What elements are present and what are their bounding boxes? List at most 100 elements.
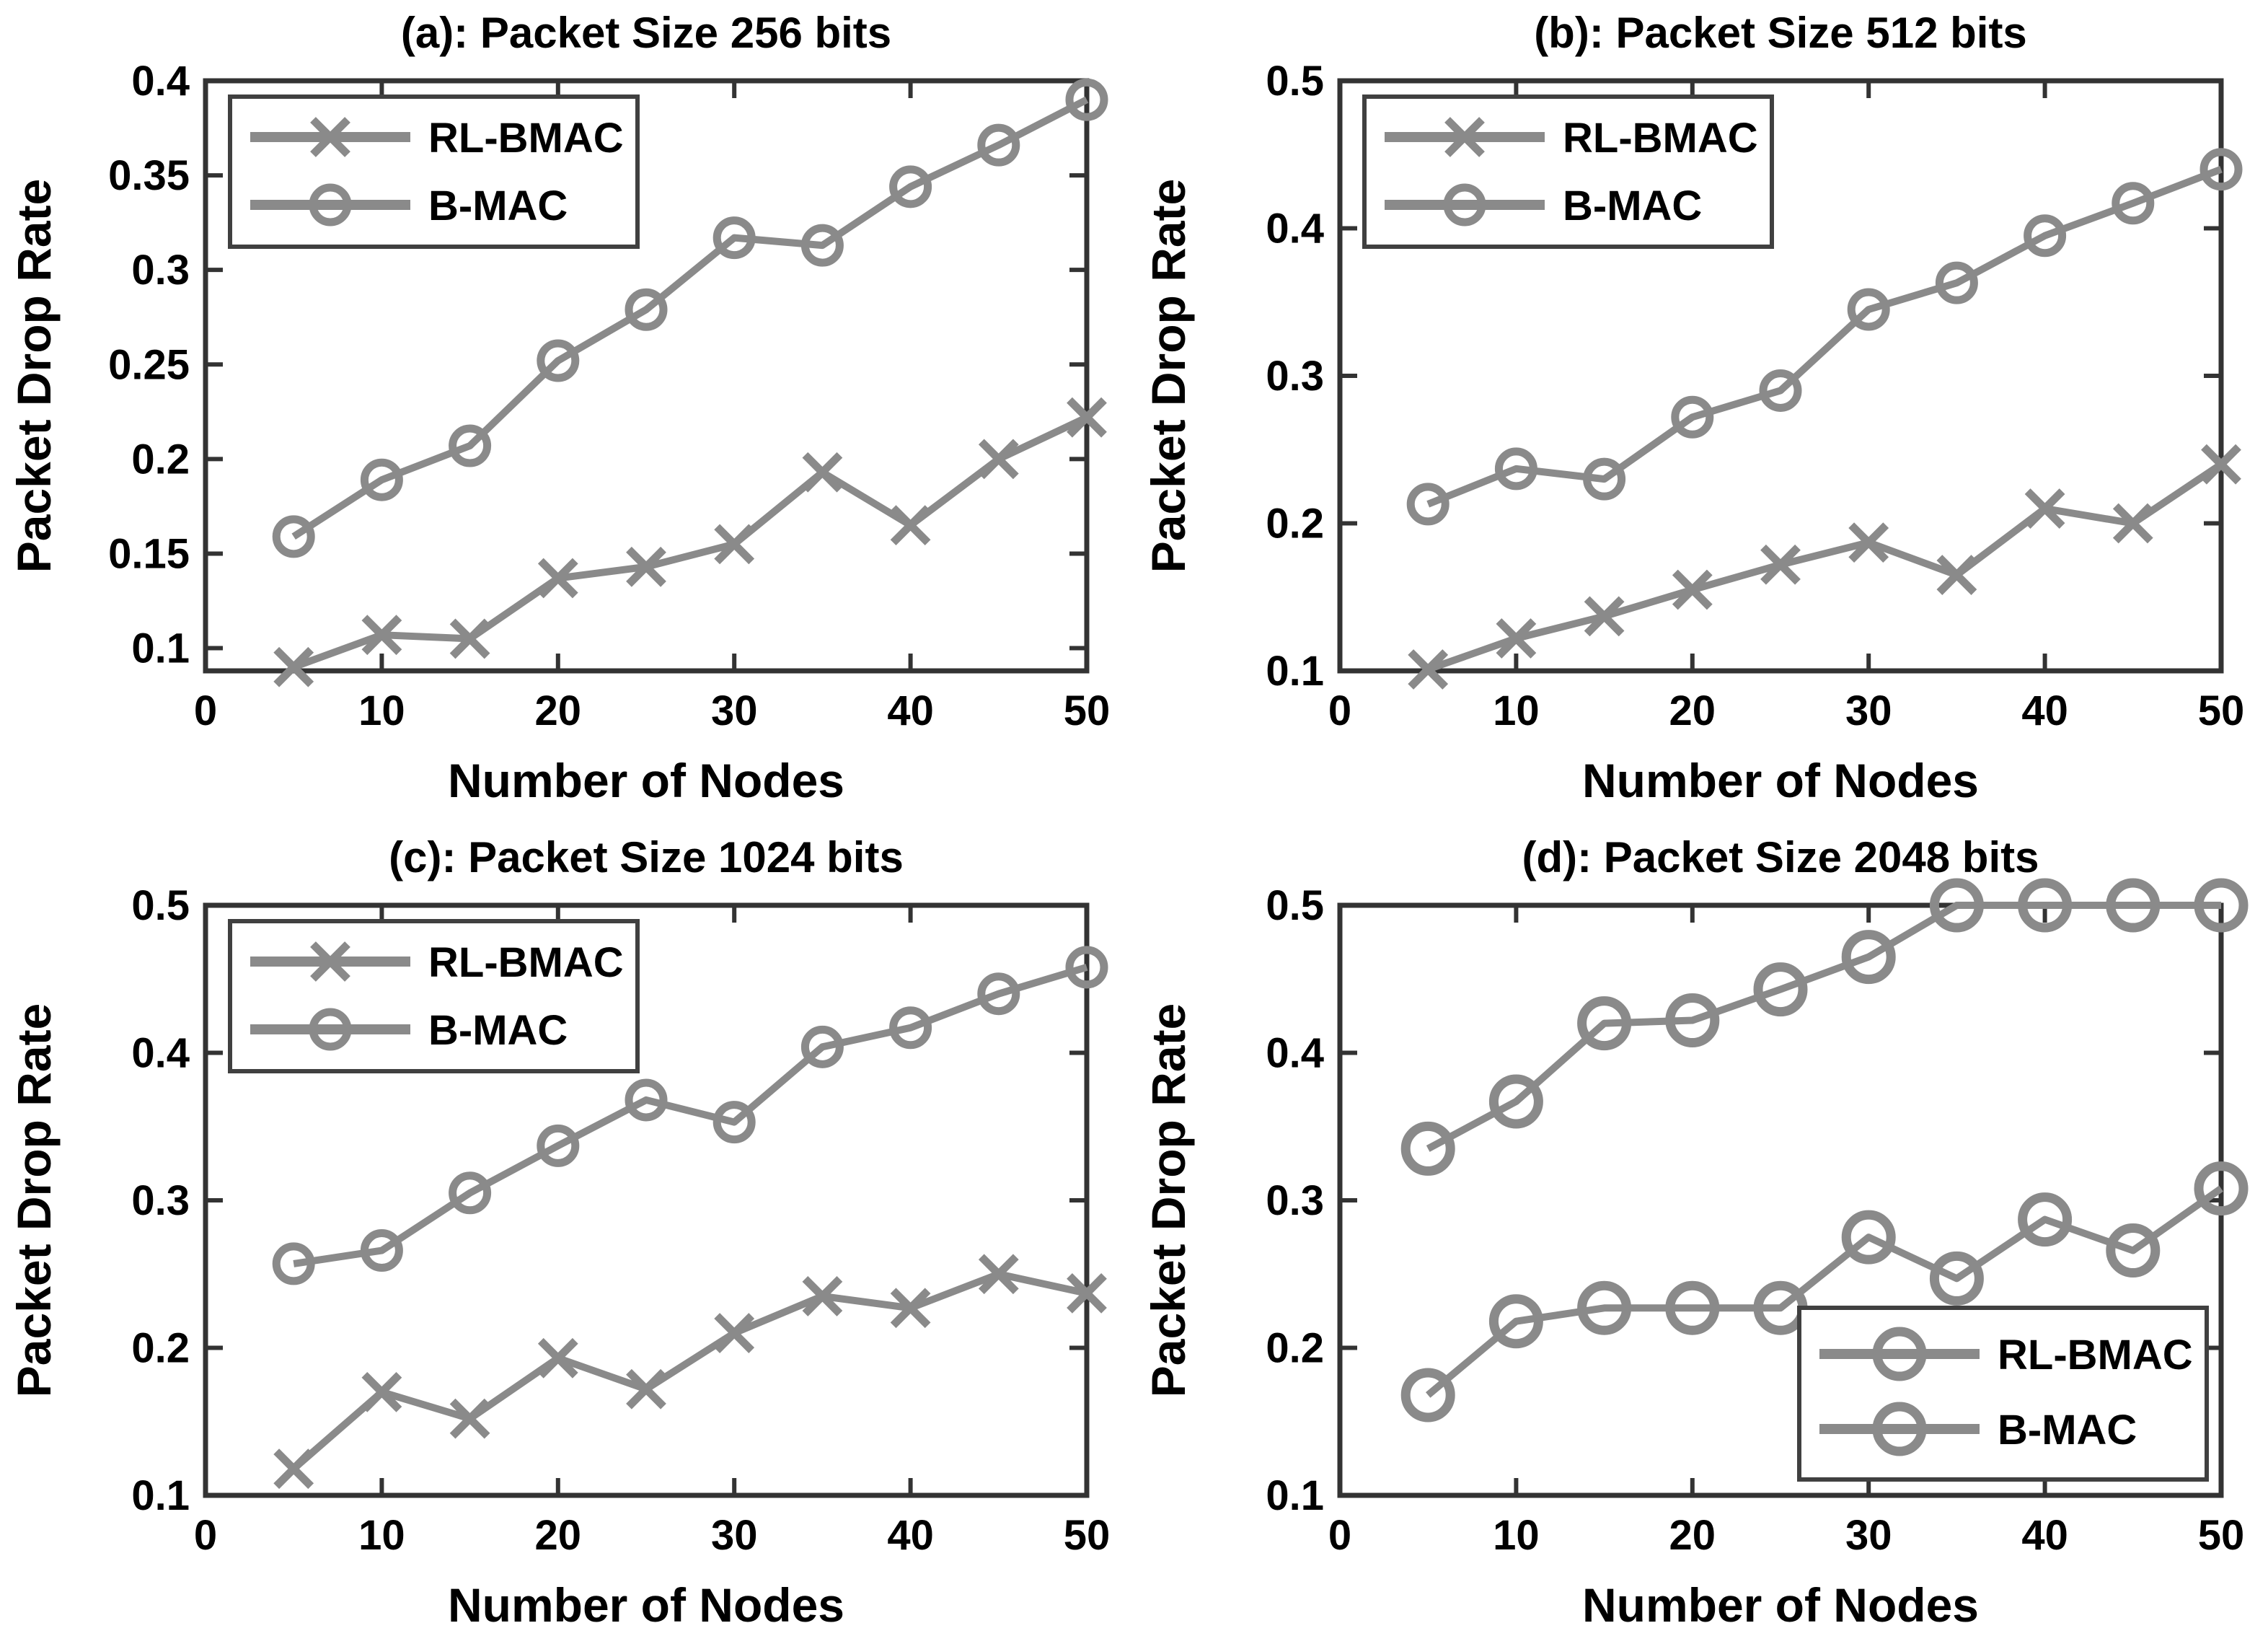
y-tick-label: 0.2 [1266, 1325, 1324, 1372]
y-tick-label: 0.4 [131, 58, 190, 105]
subplot-d-legend-marker-rl-bmac [1872, 1327, 1927, 1381]
subplot-a-series-rl-bmac-marker [714, 524, 755, 565]
subplot-c-series-rl-bmac-marker [626, 1368, 666, 1410]
subplot-d-series-b-mac-marker [1400, 1121, 1455, 1176]
subplot-c-y-tick-labels: 0.1 0.2 0.3 0.4 0.5 [131, 882, 190, 1519]
y-tick-label: 0.3 [131, 1177, 190, 1224]
subplot-d-y-axis-label: Packet Drop Rate [1142, 1003, 1195, 1398]
y-tick-label: 0.3 [1266, 1177, 1324, 1224]
subplot-a-series-rl-bmac-marker [1067, 397, 1107, 438]
subplot-d-series-b-mac-marker [2106, 878, 2161, 933]
subplot-c-legend-label-rl-bmac: RL-BMAC [428, 939, 624, 986]
subplot-b-axes-box [1337, 78, 2224, 674]
subplot-c-legend-marker-rl-bmac [310, 941, 350, 982]
subplot-a-series-b-mac-marker [889, 165, 932, 208]
subplot-a-series-rl-bmac-marker [449, 618, 490, 659]
y-tick-label: 0.3 [1266, 353, 1324, 400]
subplot-d-series-b-mac-marker [2018, 878, 2073, 933]
subplot-d-legend-label-b-mac: B-MAC [1998, 1407, 2137, 1454]
x-tick-label: 30 [1845, 1512, 1892, 1559]
subplot-b-series-rl-bmac-marker [1496, 618, 1537, 659]
subplot-c-series-rl-bmac-marker [449, 1398, 490, 1439]
subplot-a-legend-marker-rl-bmac [310, 117, 350, 157]
subplot-d-series-rl-bmac-marker [1577, 1280, 1632, 1335]
subplot-d-title: (d): Packet Size 2048 bits [1522, 833, 2039, 881]
subplot-c-series-b-mac-marker [800, 1025, 844, 1068]
y-tick-label: 0.15 [108, 530, 190, 577]
subplot-a-y-tick-labels: 0.1 0.15 0.2 0.25 0.3 0.35 0.4 [108, 58, 190, 672]
subplot-c-series-b-mac-marker [272, 1242, 315, 1285]
subplot-b-series-rl-bmac-marker [1408, 649, 1449, 690]
subplot-c-series-rl-bmac-marker [890, 1288, 931, 1329]
subplot-d-y-tick-labels: 0.1 0.2 0.3 0.4 0.5 [1266, 882, 1324, 1519]
subplot-c-axes-box [203, 902, 1090, 1498]
x-tick-label: 50 [1064, 1512, 1111, 1559]
x-tick-label: 50 [2198, 1512, 2245, 1559]
subplot-c-series-rl-bmac-line [291, 1270, 1088, 1472]
y-tick-label: 0.25 [108, 341, 190, 388]
subplot-b-legend: RL-BMAC B-MAC [1362, 94, 1774, 249]
subplot-b-series-b-mac-marker [1583, 457, 1626, 501]
subplot-b-legend-label-b-mac: B-MAC [1563, 183, 1702, 229]
subplot-c-series-b-mac-marker [1065, 946, 1108, 989]
subplot-c-series-b-mac-marker [712, 1101, 756, 1144]
subplot-c-x-axis-label: Number of Nodes [448, 1578, 844, 1632]
subplot-a-y-axis-label: Packet Drop Rate [7, 179, 61, 573]
y-tick-label: 0.5 [1266, 58, 1324, 105]
subplot-a-legend-box [228, 94, 640, 249]
y-tick-label: 0.35 [108, 152, 190, 199]
x-tick-label: 40 [2021, 1512, 2068, 1559]
x-tick-label: 10 [1493, 1512, 1540, 1559]
subplot-c-legend: RL-BMAC B-MAC [228, 919, 640, 1073]
x-tick-label: 40 [887, 687, 934, 734]
subplot-d-series-rl-bmac-marker [1488, 1294, 1543, 1349]
y-tick-label: 0.2 [131, 1325, 190, 1372]
subplot-d-series-b-mac-marker [1665, 993, 1720, 1048]
subplot-b-series-b-mac-marker [1494, 447, 1537, 491]
subplot-a-axes-box [203, 78, 1090, 674]
subplot-c-series-rl-bmac-marker [714, 1313, 755, 1353]
y-tick-label: 0.1 [1266, 1472, 1324, 1519]
subplot-d-series-b-mac-marker [1841, 930, 1896, 985]
x-tick-label: 0 [194, 1512, 217, 1559]
y-tick-label: 0.2 [131, 436, 190, 483]
subplot-d-x-axis-label: Number of Nodes [1582, 1578, 1979, 1632]
y-tick-label: 0.1 [1266, 648, 1324, 695]
subplot-b-series-rl-bmac-marker [1584, 596, 1625, 637]
subplot-d-series-b-mac-marker [2194, 878, 2249, 933]
subplot-c-y-axis-label: Packet Drop Rate [7, 1003, 61, 1398]
subplot-d-series-rl-bmac-marker [1841, 1210, 1896, 1265]
subplot-c-legend-marker-b-mac [309, 1008, 352, 1051]
subplot-d: 0 10 20 30 40 50 0.1 0.2 0.3 0.4 0.5 (d): Packet Si… [1134, 824, 2268, 1649]
x-tick-label: 20 [535, 1512, 582, 1559]
subplot-a-series-rl-bmac-marker [890, 505, 931, 546]
subplot-a-series-b-mac-marker [712, 216, 756, 260]
subplot-c-series-rl-bmac-marker [1067, 1272, 1107, 1314]
y-tick-label: 0.4 [1266, 1030, 1324, 1077]
x-tick-label: 20 [1669, 687, 1716, 734]
subplot-a-legend-label-rl-bmac: RL-BMAC [428, 115, 624, 162]
subplot-b-y-axis-label: Packet Drop Rate [1142, 179, 1195, 573]
y-tick-label: 0.5 [131, 882, 190, 929]
subplot-c-x-tick-labels: 0 10 20 30 40 50 [194, 1512, 1110, 1559]
subplot-c-series-b-mac-marker [625, 1078, 668, 1122]
subplot-d-background [1134, 824, 2268, 1649]
subplot-d-series-b-mac-marker [1488, 1074, 1543, 1129]
subplot-d-series-b-mac-marker [1577, 996, 1632, 1051]
subplot-a-series-rl-bmac-marker [537, 558, 578, 599]
x-tick-label: 0 [1328, 1512, 1351, 1559]
subplot-c-series-rl-bmac-marker [361, 1371, 402, 1412]
subplot-a-series-b-mac-marker [537, 339, 580, 382]
subplot-d-series-rl-bmac-marker [1400, 1368, 1455, 1422]
subplot-a-x-tick-labels: 0 10 20 30 40 50 [194, 687, 1110, 734]
subplot-c-series-b-mac-marker [977, 972, 1020, 1016]
x-tick-label: 20 [535, 687, 582, 734]
subplot-b-series-rl-bmac-marker [2112, 503, 2153, 544]
subplot-b-series-rl-bmac-marker [2201, 444, 2241, 485]
x-tick-label: 30 [711, 1512, 758, 1559]
subplot-b-series-b-mac-marker [1671, 395, 1714, 439]
subplot-d-legend-label-rl-bmac: RL-BMAC [1998, 1332, 2193, 1378]
subplot-a-series-rl-bmac-marker [273, 646, 314, 687]
subplot-a-legend-marker-b-mac [309, 183, 352, 227]
subplot-a-series-b-mac-line [291, 96, 1089, 540]
